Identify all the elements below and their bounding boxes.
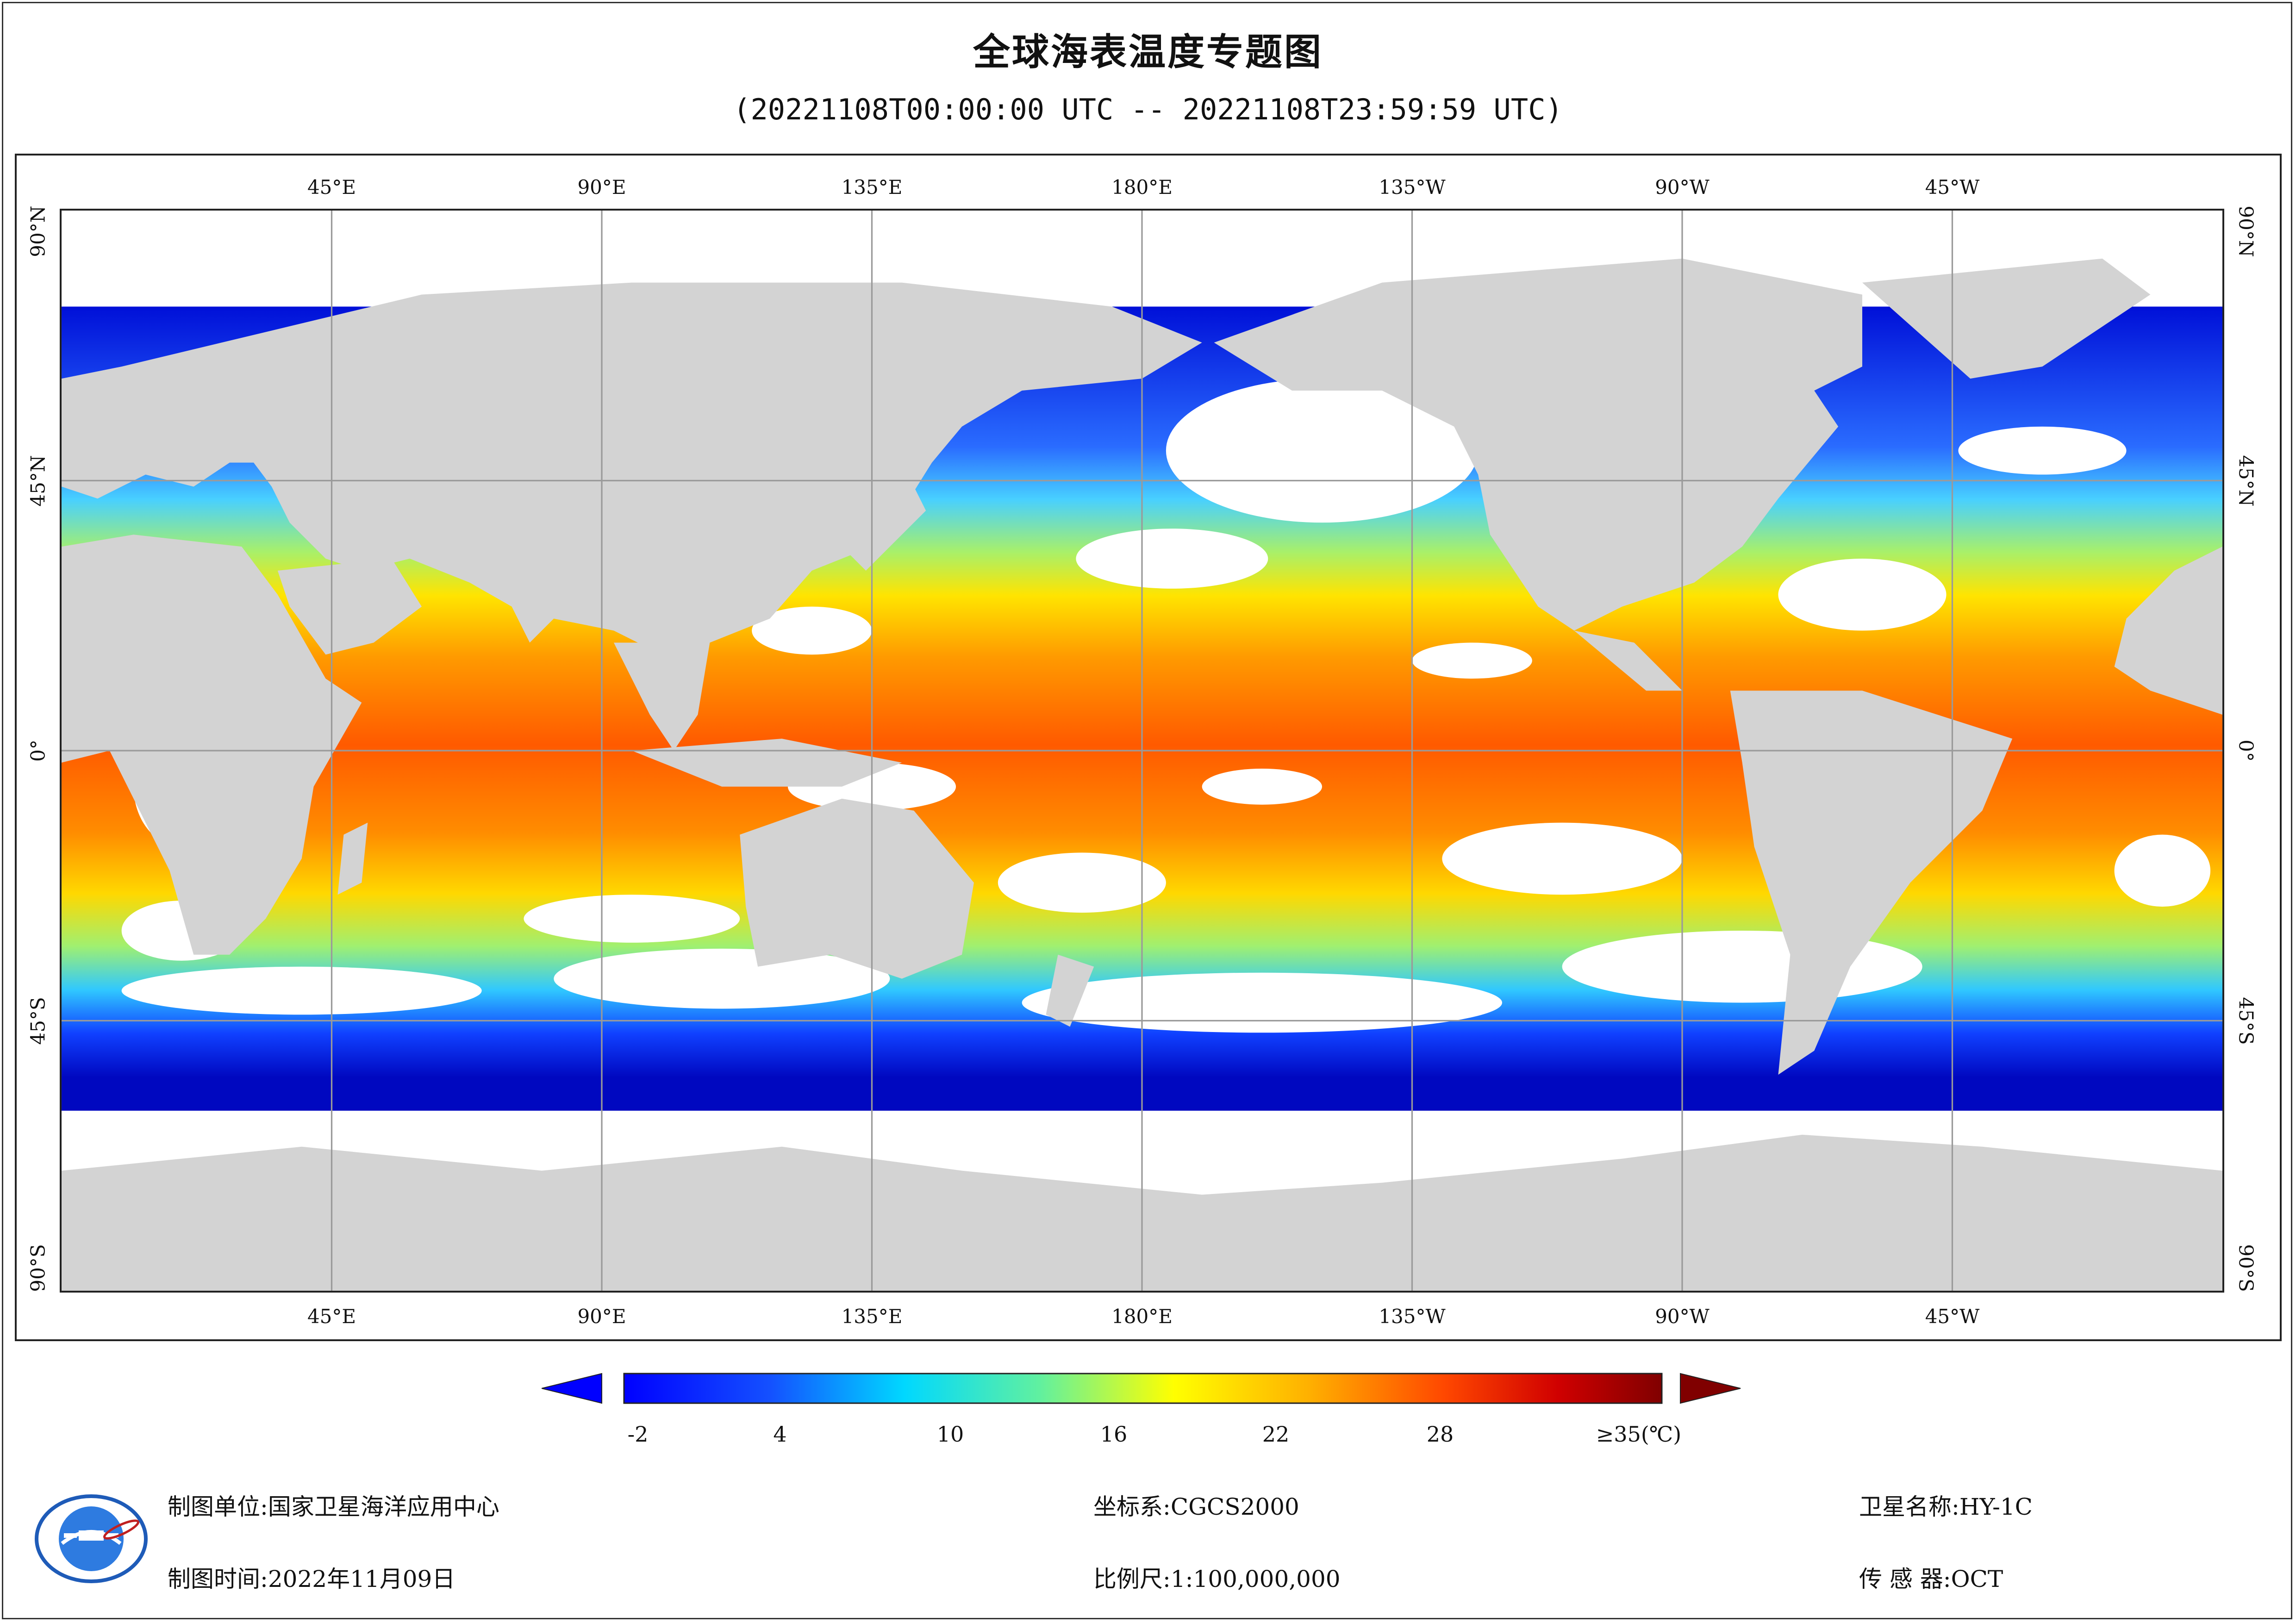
land-se-asia: [613, 642, 710, 751]
crs-info: 坐标系:CGCS2000: [1093, 1488, 1299, 1522]
top-axis-label: 180°E: [1111, 176, 1173, 199]
producer-value: 国家卫星海洋应用中心: [268, 1493, 499, 1520]
bottom-axis-label: 135°E: [841, 1305, 903, 1328]
land-australia: [740, 798, 974, 979]
right-axis-label: 45°N: [2234, 454, 2258, 507]
land-africa-west: [2114, 547, 2222, 715]
crs-label: 坐标系:: [1093, 1493, 1171, 1520]
time-range-subtitle: (20221108T00:00:00 UTC -- 20221108T23:59…: [733, 93, 1563, 126]
legend-tick-label: 28: [1426, 1422, 1454, 1447]
producer-info: 制图单位:国家卫星海洋应用中心: [168, 1488, 499, 1522]
right-axis-label: 45°S: [2234, 996, 2258, 1045]
land-japan: [842, 486, 926, 571]
producer-label: 制图单位:: [168, 1493, 268, 1520]
land-eurasia: [62, 282, 1202, 655]
top-axis-label: 135°W: [1379, 176, 1446, 199]
bottom-axis-label: 90°E: [577, 1305, 626, 1328]
sensor-info: 传 感 器:OCT: [1859, 1561, 2003, 1594]
right-axis-label: 90°N: [2234, 205, 2258, 257]
nsoas-logo: [35, 1494, 148, 1583]
graticule: [62, 211, 2222, 1291]
left-axis-label: 90°S: [26, 1244, 50, 1292]
land-north-america: [1214, 258, 1862, 631]
bottom-axis-label: 90°W: [1655, 1305, 1710, 1328]
left-axis-label: 90°N: [26, 205, 50, 257]
top-axis-label: 135°E: [841, 176, 903, 199]
bottom-axis-label: 135°W: [1379, 1305, 1446, 1328]
land-africa-east: [62, 535, 362, 955]
left-axis-label: 0°: [26, 740, 50, 762]
satellite-value: HY-1C: [1959, 1493, 2033, 1520]
legend-max-arrow: [1680, 1373, 1741, 1404]
land-madagascar: [337, 822, 368, 895]
date-info: 制图时间:2022年11月09日: [168, 1561, 455, 1594]
satellite-label: 卫星名称:: [1859, 1493, 1959, 1520]
crs-value: CGCS2000: [1170, 1493, 1299, 1520]
top-axis-label: 45°E: [307, 176, 356, 199]
land-arabia: [277, 559, 422, 655]
right-axis-label: 0°: [2234, 740, 2258, 762]
land-greenland: [1862, 258, 2151, 379]
legend-tick-label: ≥35(℃): [1596, 1422, 1682, 1447]
sensor-label: 传 感 器:: [1859, 1566, 1951, 1592]
land-central-america: [1574, 630, 1682, 691]
land-new-zealand: [1046, 954, 1094, 1027]
legend-bar: [623, 1373, 1663, 1404]
scale-value: 1:100,000,000: [1170, 1566, 1341, 1592]
land-south-america: [1730, 690, 2013, 1075]
legend-tick-label: -2: [627, 1422, 649, 1447]
map-title: 全球海表温度专题图: [973, 31, 1323, 74]
bottom-axis-label: 180°E: [1111, 1305, 1173, 1328]
color-legend: [542, 1373, 1741, 1404]
top-axis-label: 45°W: [1925, 176, 1980, 199]
sensor-value: OCT: [1951, 1566, 2003, 1592]
date-label: 制图时间:: [168, 1566, 268, 1592]
legend-min-arrow: [542, 1373, 602, 1404]
top-axis-label: 90°W: [1655, 176, 1710, 199]
map-frame: [15, 154, 2282, 1341]
legend-tick-label: 10: [936, 1422, 964, 1447]
legend-tick-label: 22: [1262, 1422, 1290, 1447]
date-value: 2022年11月09日: [268, 1566, 455, 1592]
bottom-axis-label: 45°W: [1925, 1305, 1980, 1328]
legend-tick-label: 16: [1100, 1422, 1128, 1447]
scale-label: 比例尺:: [1093, 1566, 1171, 1592]
right-axis-label: 90°S: [2234, 1244, 2258, 1292]
bottom-axis-label: 45°E: [307, 1305, 356, 1328]
legend-tick-label: 4: [773, 1422, 787, 1447]
left-axis-label: 45°S: [26, 996, 50, 1045]
scale-info: 比例尺:1:100,000,000: [1093, 1561, 1341, 1594]
sst-map[interactable]: [62, 211, 2222, 1291]
top-axis-label: 90°E: [577, 176, 626, 199]
left-axis-label: 45°N: [26, 454, 50, 507]
satellite-info: 卫星名称:HY-1C: [1859, 1488, 2033, 1522]
